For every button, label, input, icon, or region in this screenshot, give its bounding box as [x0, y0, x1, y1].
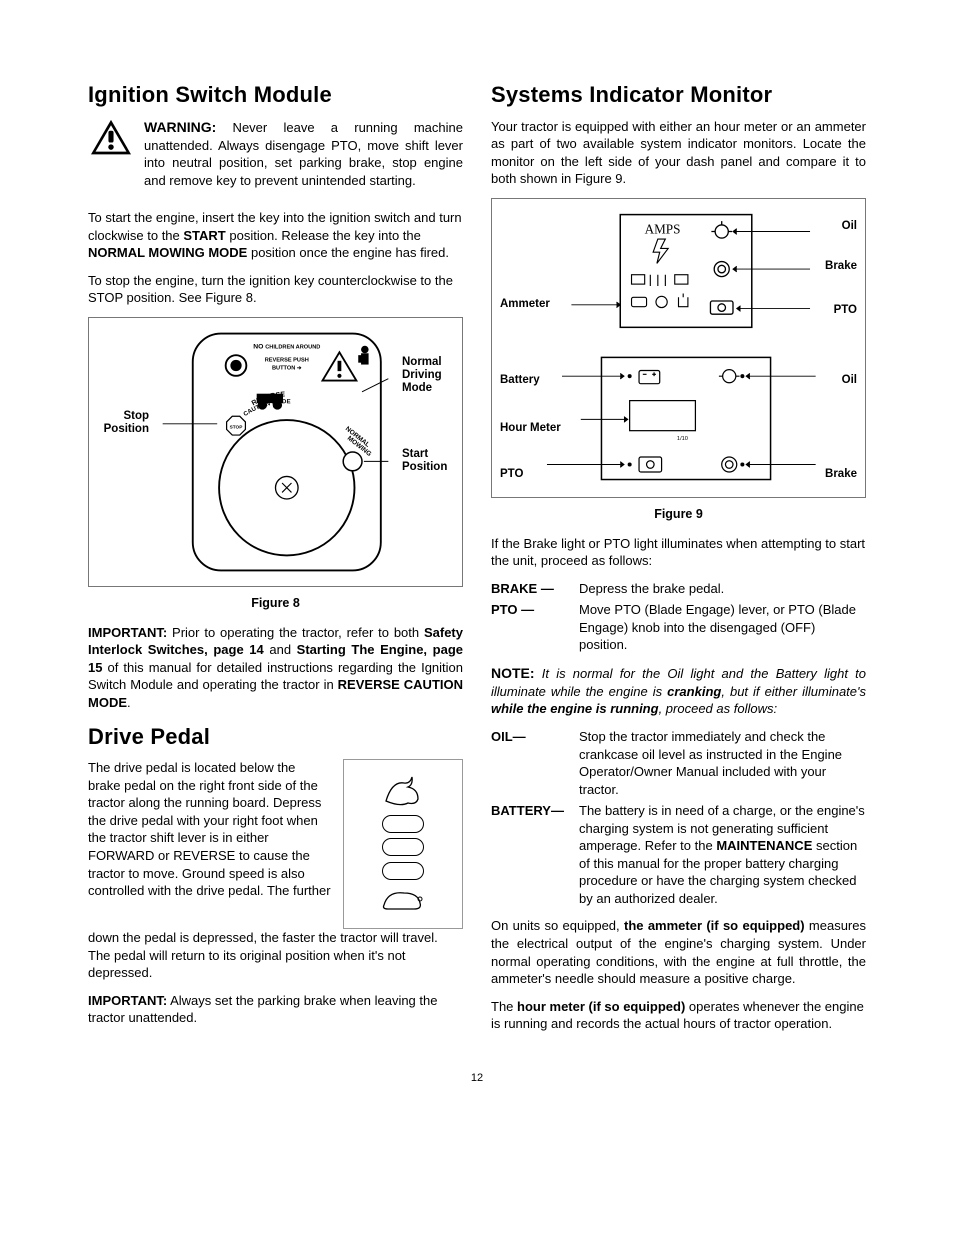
svg-text:REVERSE PUSH: REVERSE PUSH — [265, 358, 309, 364]
figure-9-caption: Figure 9 — [491, 506, 866, 523]
ig-imp-label: IMPORTANT: — [88, 625, 167, 640]
drive-p1: The drive pedal is located below the bra… — [88, 759, 331, 919]
battery-term: BATTERY— — [491, 802, 579, 907]
pto-desc: Move PTO (Blade Engage) lever, or PTO (B… — [579, 601, 866, 654]
fig9-oil2-label: Oil — [842, 373, 857, 389]
ig-imp-c: and — [264, 642, 297, 657]
fig9-ammeter-label: Ammeter — [500, 297, 550, 313]
after-fig9-p: If the Brake light or PTO light illumina… — [491, 535, 866, 570]
fig9-brake1-label: Brake — [825, 259, 857, 275]
oil-desc: Stop the tractor immediately and check t… — [579, 728, 866, 798]
note-b: cranking — [667, 684, 721, 699]
rabbit-icon — [378, 773, 428, 809]
drive-important: IMPORTANT: Always set the parking brake … — [88, 992, 463, 1027]
svg-text:1/10: 1/10 — [677, 436, 688, 442]
brake-row: BRAKE — Depress the brake pedal. — [491, 580, 866, 598]
fig8-normal-label: Normal Driving Mode — [402, 356, 458, 396]
note-e: , proceed as follows: — [659, 701, 778, 716]
ig-p1d: NORMAL MOWING MODE — [88, 245, 247, 260]
pedal-shape-1 — [382, 815, 424, 833]
svg-text:STOP: STOP — [230, 424, 243, 429]
hour-paragraph: The hour meter (if so equipped) operates… — [491, 998, 866, 1033]
ig-imp-g: . — [127, 695, 131, 710]
warning-block: WARNING: Never leave a running machine u… — [88, 118, 463, 200]
pto-term: PTO — — [491, 601, 579, 654]
battery-desc: The battery is in need of a charge, or t… — [579, 802, 866, 907]
note-d: while the engine is running — [491, 701, 659, 716]
page-number: 12 — [88, 1071, 866, 1086]
ig-p1c: position. Release the key into the — [226, 228, 421, 243]
systems-intro: Your tractor is equipped with either an … — [491, 118, 866, 188]
note-label: NOTE: — [491, 665, 535, 681]
ig-imp-a: Prior to operating the tractor, refer to… — [167, 625, 424, 640]
warning-icon — [88, 118, 134, 200]
fig8-svg: STOP — [97, 326, 454, 578]
svg-text:NO CHILDREN AROUND: NO CHILDREN AROUND — [253, 344, 320, 351]
turtle-icon — [378, 885, 428, 915]
fig9-oil1-label: Oil — [842, 219, 857, 235]
svg-text:BUTTON ➔: BUTTON ➔ — [272, 365, 302, 371]
ignition-important: IMPORTANT: Prior to operating the tracto… — [88, 624, 463, 712]
fig8-start-label: Start Position — [402, 448, 458, 474]
note-paragraph: NOTE: It is normal for the Oil light and… — [491, 664, 866, 718]
ignition-p2: To stop the engine, turn the ignition ke… — [88, 272, 463, 307]
drive-heading: Drive Pedal — [88, 722, 463, 752]
amm-b: the ammeter (if so equipped) — [624, 918, 805, 933]
ignition-p1: To start the engine, insert the key into… — [88, 209, 463, 262]
left-column: Ignition Switch Module WARNING: Never le… — [88, 80, 463, 1043]
amm-a: On units so equipped, — [491, 918, 624, 933]
drive-imp-label: IMPORTANT: — [88, 993, 167, 1008]
fig9-pto1-label: PTO — [834, 303, 857, 319]
brake-pto-list: BRAKE — Depress the brake pedal. PTO — M… — [491, 580, 866, 654]
ignition-heading: Ignition Switch Module — [88, 80, 463, 110]
fig9-brake2-label: Brake — [825, 467, 857, 483]
oil-battery-list: OIL— Stop the tractor immediately and ch… — [491, 728, 866, 907]
figure-8-caption: Figure 8 — [88, 595, 463, 612]
drive-row: The drive pedal is located below the bra… — [88, 759, 463, 929]
bat-b: MAINTENANCE — [716, 838, 812, 853]
pedal-shape-2 — [382, 838, 424, 856]
warning-label: WARNING: — [144, 119, 216, 135]
hour-a: The — [491, 999, 517, 1014]
note-c: , but if either illuminate's — [721, 684, 866, 699]
right-column: Systems Indicator Monitor Your tractor i… — [491, 80, 866, 1043]
warning-text: WARNING: Never leave a running machine u… — [144, 118, 463, 190]
brake-term: BRAKE — — [491, 580, 579, 598]
svg-text:AMPS: AMPS — [645, 221, 681, 236]
fig9-svg: AMPS — [500, 207, 857, 489]
ig-p1b: START — [183, 228, 225, 243]
fig8-stop-label: Stop Position — [93, 410, 149, 436]
battery-row: BATTERY— The battery is in need of a cha… — [491, 802, 866, 907]
two-column-layout: Ignition Switch Module WARNING: Never le… — [88, 80, 866, 1043]
ammeter-paragraph: On units so equipped, the ammeter (if so… — [491, 917, 866, 987]
figure-8: Stop Position Normal Driving Mode Start … — [88, 317, 463, 587]
pto-row: PTO — Move PTO (Blade Engage) lever, or … — [491, 601, 866, 654]
figure-9: Ammeter Oil Brake PTO Battery Hour Meter… — [491, 198, 866, 498]
ig-p1e: position once the engine has fired. — [247, 245, 449, 260]
fig9-battery-label: Battery — [500, 373, 540, 389]
fig9-hour-label: Hour Meter — [500, 421, 561, 437]
pedal-shape-3 — [382, 862, 424, 880]
systems-heading: Systems Indicator Monitor — [491, 80, 866, 110]
drive-p1-cont: down the pedal is depressed, the faster … — [88, 929, 463, 982]
drive-pedal-figure — [343, 759, 463, 929]
oil-row: OIL— Stop the tractor immediately and ch… — [491, 728, 866, 798]
brake-desc: Depress the brake pedal. — [579, 580, 866, 598]
fig9-pto2-label: PTO — [500, 467, 523, 483]
oil-term: OIL— — [491, 728, 579, 798]
hour-b: hour meter (if so equipped) — [517, 999, 685, 1014]
